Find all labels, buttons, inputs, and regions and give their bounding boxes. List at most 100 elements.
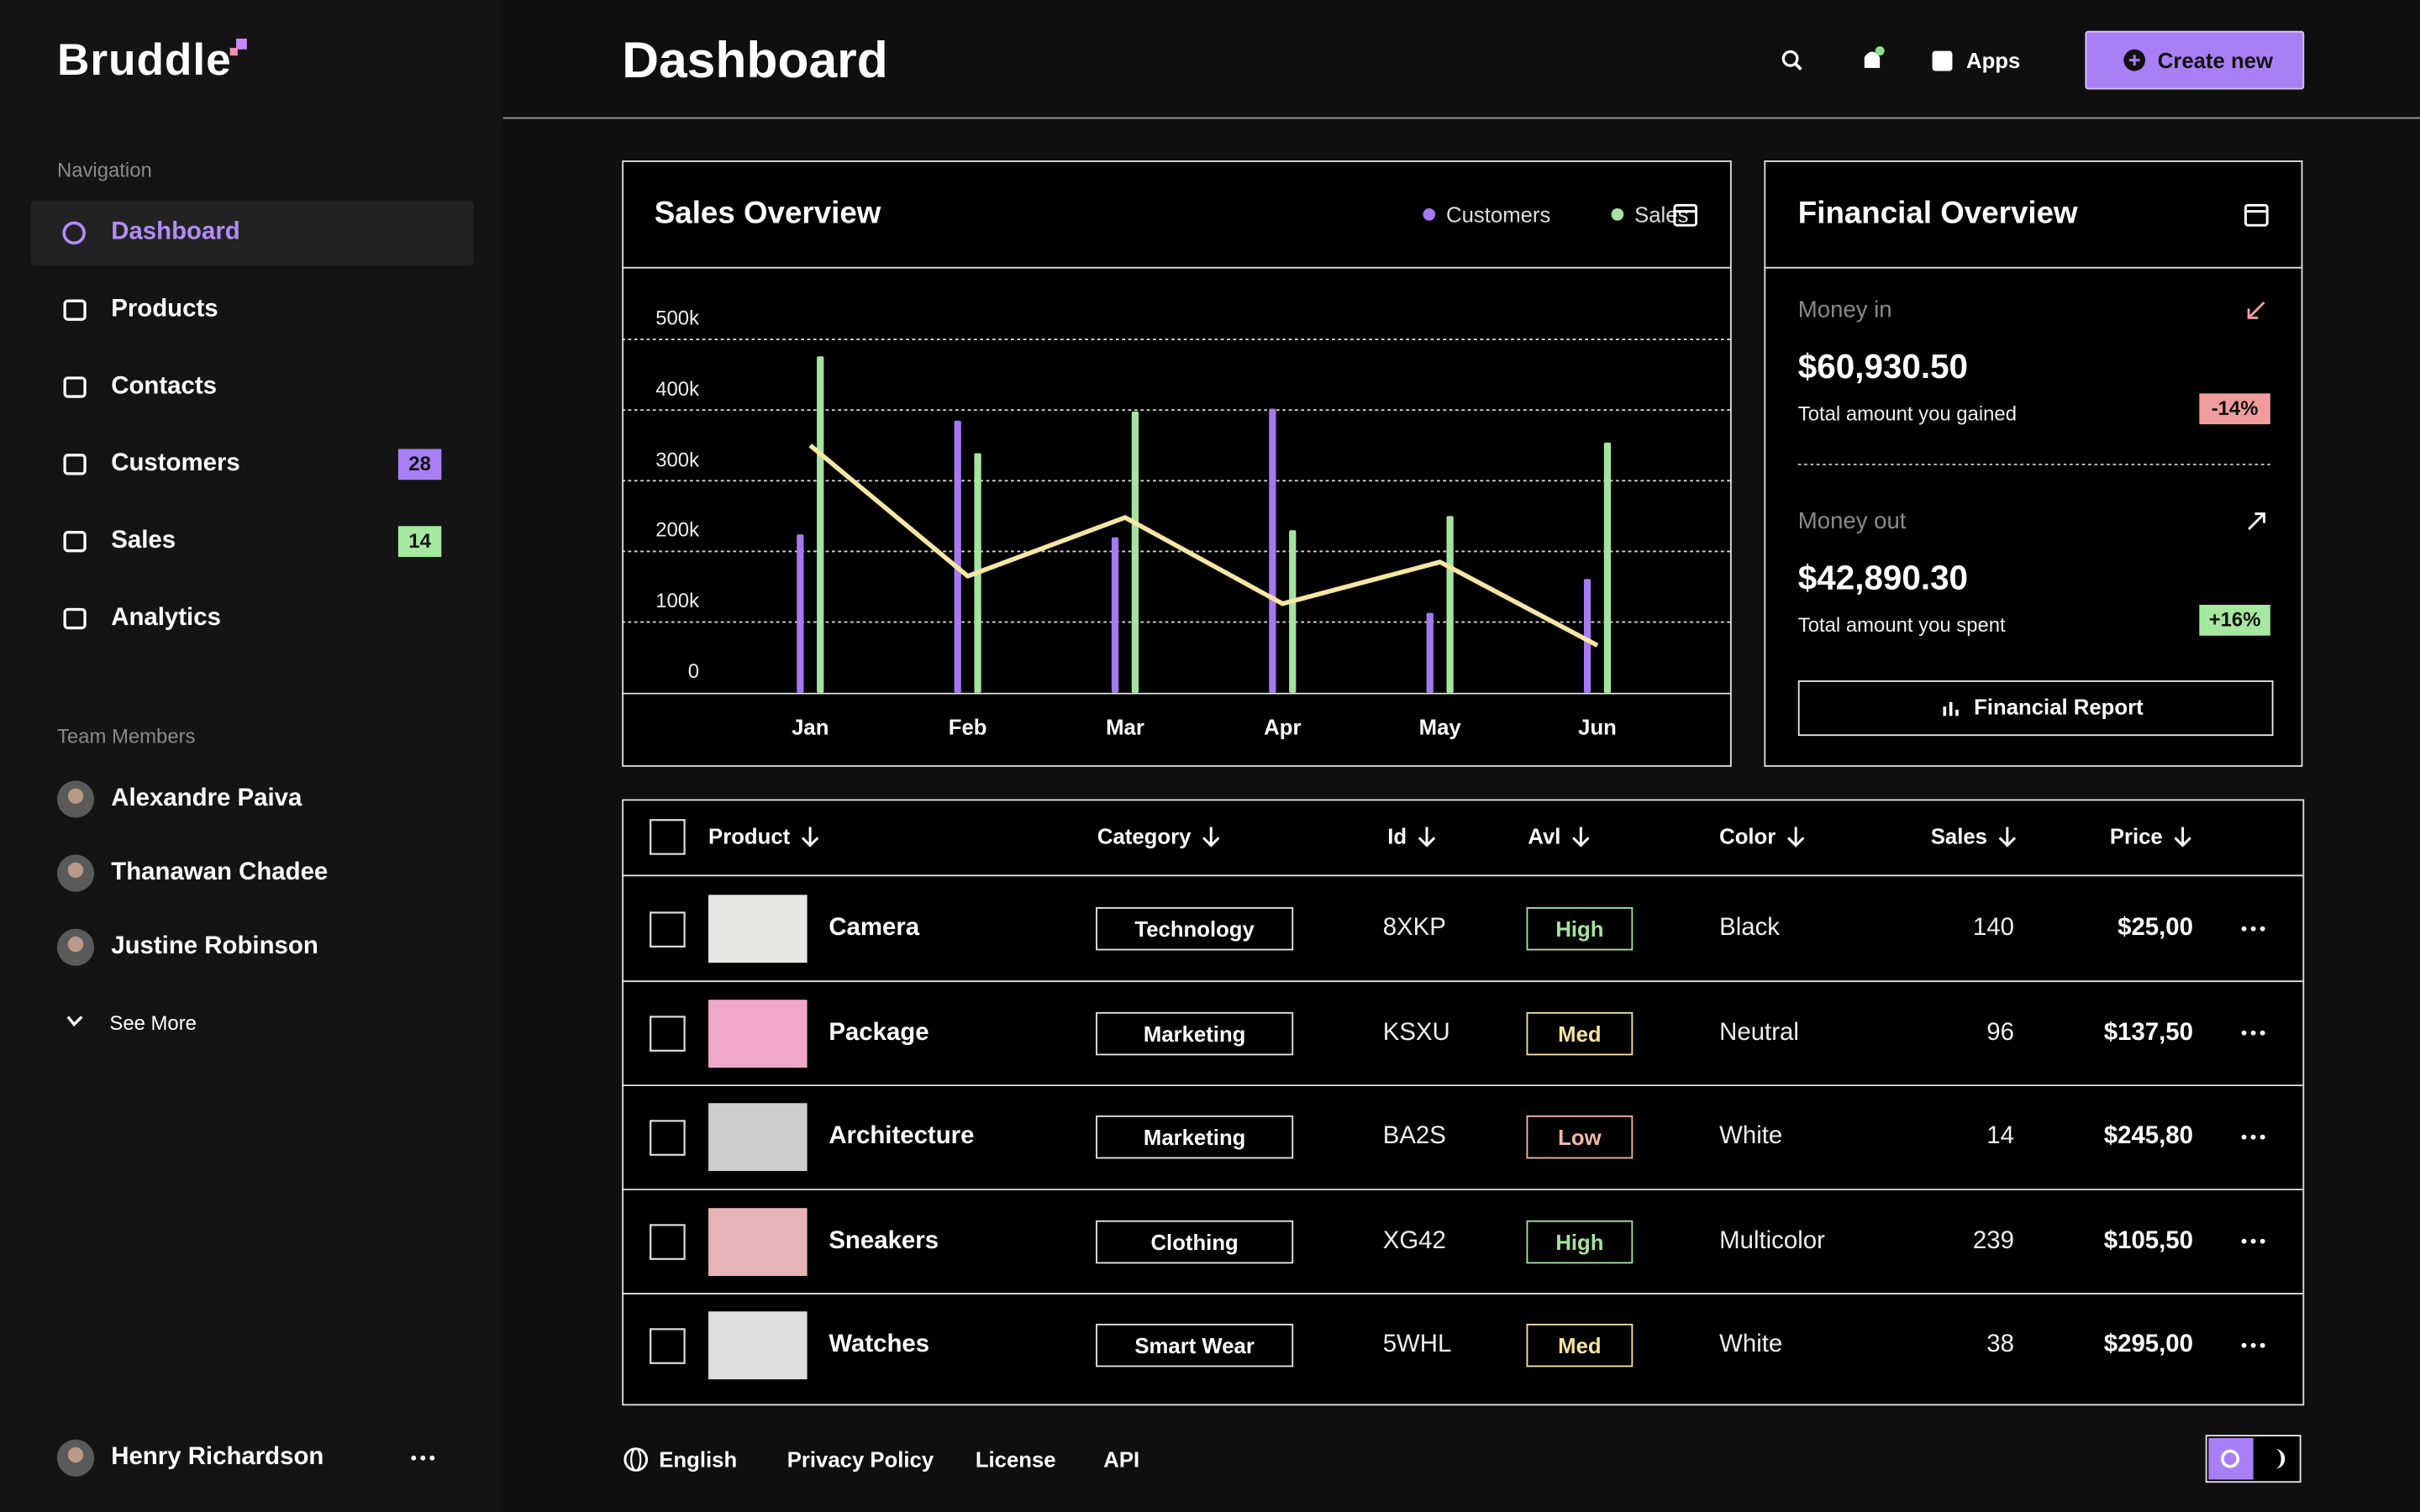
search-icon	[1793, 62, 1802, 71]
change-badge: +16%	[2199, 605, 2270, 636]
footer-link[interactable]: API	[1103, 1446, 1140, 1473]
apps-link[interactable]: Apps	[1966, 47, 2021, 73]
y-tick-label: 0	[687, 659, 700, 683]
x-tick-label: Mar	[1106, 714, 1144, 739]
availability-tag: Med	[1526, 1011, 1634, 1055]
nav-item[interactable]: Sales	[111, 528, 176, 554]
product-price: $295,00	[2103, 1331, 2193, 1358]
product-sales: 140	[1972, 915, 2014, 942]
nav-item[interactable]: Products	[111, 296, 218, 323]
footer-link[interactable]: Privacy Policy	[786, 1446, 934, 1473]
product-sales: 96	[1986, 1019, 2014, 1046]
column-header[interactable]: Avl	[1528, 823, 1561, 849]
availability-tag: Med	[1526, 1323, 1634, 1368]
chart-card	[622, 160, 1732, 767]
team-heading: Team Members	[56, 724, 196, 748]
product-price: $25,00	[2118, 915, 2193, 942]
product-name[interactable]: Package	[829, 1019, 929, 1046]
column-header[interactable]: Sales	[1930, 823, 1987, 849]
legend-label: Customers	[1446, 202, 1551, 227]
money-amount: $60,930.50	[1797, 347, 1969, 386]
team-member[interactable]: Justine Robinson	[111, 933, 318, 960]
product-thumb	[708, 1103, 808, 1172]
money-note: Total amount you spent	[1797, 613, 2006, 637]
nav-item[interactable]: Contacts	[111, 373, 217, 400]
nav-heading: Navigation	[56, 158, 152, 181]
user-name: Henry Richardson	[111, 1444, 324, 1471]
nav-item[interactable]: Customers	[111, 450, 240, 477]
team-member[interactable]: Thanawan Chadee	[111, 859, 329, 886]
money-label: Money in	[1797, 297, 1892, 323]
theme-toggle[interactable]	[2205, 1435, 2302, 1483]
category-tag: Marketing	[1096, 1011, 1294, 1055]
x-tick-label: May	[1418, 714, 1461, 739]
nav-badge: 28	[397, 449, 442, 480]
product-id: KSXU	[1382, 1019, 1450, 1046]
product-id: 8XKP	[1382, 915, 1446, 942]
category-tag: Marketing	[1096, 1115, 1294, 1159]
financial-card	[1764, 160, 2303, 767]
product-id: BA2S	[1382, 1123, 1446, 1150]
report-button[interactable]	[1797, 680, 2274, 737]
y-tick-label: 300k	[655, 447, 700, 471]
product-price: $105,50	[2103, 1227, 2193, 1254]
logo: Bruddle	[56, 36, 232, 86]
globe-icon	[630, 1447, 642, 1472]
product-sales: 38	[1986, 1331, 2014, 1358]
team-member[interactable]: Alexandre Paiva	[111, 785, 302, 812]
product-name[interactable]: Sneakers	[829, 1227, 939, 1254]
product-price: $245,80	[2103, 1123, 2193, 1150]
column-header[interactable]: Id	[1387, 823, 1407, 849]
y-tick-label: 200k	[655, 517, 700, 542]
nav-active-bg	[30, 200, 474, 265]
x-tick-label: Feb	[948, 714, 987, 739]
product-sales: 14	[1986, 1123, 2014, 1150]
product-color: White	[1719, 1331, 1783, 1358]
globe-icon	[623, 1447, 649, 1472]
financial-title: Financial Overview	[1797, 197, 2078, 231]
product-id: 5WHL	[1382, 1331, 1452, 1358]
nav-item[interactable]: Dashboard	[111, 218, 240, 246]
category-tag: Smart Wear	[1096, 1323, 1294, 1368]
product-sales: 239	[1972, 1227, 2014, 1254]
table-card	[622, 799, 2305, 1406]
column-header[interactable]: Category	[1097, 823, 1192, 849]
product-name[interactable]: Architecture	[829, 1123, 975, 1150]
column-header[interactable]: Product	[708, 823, 791, 849]
product-id: XG42	[1382, 1227, 1446, 1254]
availability-tag: Low	[1526, 1115, 1634, 1159]
header-rule	[502, 117, 2420, 119]
footer-link[interactable]: License	[975, 1446, 1056, 1473]
product-color: Black	[1719, 915, 1780, 942]
see-more[interactable]: See More	[109, 1011, 197, 1035]
product-thumb	[708, 999, 808, 1068]
category-tag: Technology	[1096, 907, 1294, 951]
create-label: Create new	[2157, 47, 2273, 73]
legend-label: Sales	[1634, 202, 1689, 227]
language-link[interactable]: English	[659, 1446, 738, 1473]
column-header[interactable]: Price	[2109, 823, 2163, 849]
change-badge: -14%	[2199, 393, 2270, 425]
report-label: Financial Report	[1974, 694, 2144, 719]
product-price: $137,50	[2103, 1019, 2193, 1046]
money-note: Total amount you gained	[1797, 402, 2017, 426]
create-button[interactable]	[2085, 30, 2305, 90]
search-icon	[1781, 50, 1799, 67]
product-name[interactable]: Camera	[829, 915, 920, 942]
x-tick-label: Apr	[1264, 714, 1302, 739]
product-color: Multicolor	[1719, 1227, 1825, 1254]
y-tick-label: 500k	[655, 306, 700, 330]
availability-tag: High	[1526, 907, 1634, 951]
availability-tag: High	[1526, 1219, 1634, 1263]
page-title: Dashboard	[622, 30, 888, 88]
x-tick-label: Jun	[1578, 714, 1617, 739]
column-header[interactable]: Color	[1719, 823, 1776, 849]
nav-item[interactable]: Analytics	[111, 605, 221, 632]
bell-icon	[1864, 51, 1881, 68]
bell-dot	[1875, 46, 1885, 56]
apps-icon	[1932, 50, 1953, 71]
product-name[interactable]: Watches	[829, 1331, 930, 1358]
money-label: Money out	[1797, 508, 1907, 535]
